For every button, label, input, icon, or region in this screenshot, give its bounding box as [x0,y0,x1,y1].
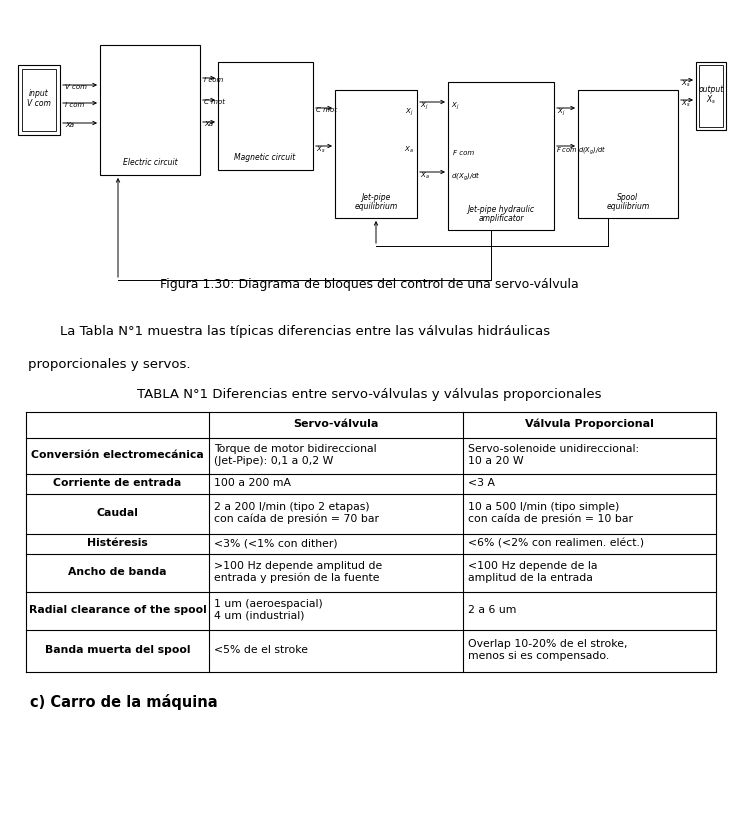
Text: equilibrium: equilibrium [607,202,649,211]
Text: X$_a$: X$_a$ [420,171,430,181]
Bar [218,62,313,170]
Text: Spool: Spool [618,193,638,202]
Text: Xa: Xa [204,121,213,127]
Text: Electric circuit: Electric circuit [123,158,177,167]
Text: c) Carro de la máquina: c) Carro de la máquina [30,694,218,710]
Text: Torque de motor bidireccional
(Jet-Pipe): 0,1 a 0,2 W: Torque de motor bidireccional (Jet-Pipe)… [214,444,376,466]
Text: TABLA N°1 Diferencias entre servo-válvulas y válvulas proporcionales: TABLA N°1 Diferencias entre servo-válvul… [137,388,601,401]
Text: Servo-válvula: Servo-válvula [293,419,379,429]
Text: <3 A: <3 A [468,478,494,488]
Text: X$_j$: X$_j$ [557,107,565,118]
Text: X$_s$: X$_s$ [681,79,691,89]
Text: Servo-solenoide unidireccional:
10 a 20 W: Servo-solenoide unidireccional: 10 a 20 … [468,444,639,466]
Text: X$_j$: X$_j$ [405,107,414,118]
Text: 100 a 200 mA: 100 a 200 mA [214,478,291,488]
Bar [18,65,60,135]
Text: <6% (<2% con realimen. eléct.): <6% (<2% con realimen. eléct.) [468,538,644,548]
Text: Histéresis: Histéresis [87,538,148,548]
Text: 2 a 200 l/min (tipo 2 etapas)
con caída de presión = 70 bar: 2 a 200 l/min (tipo 2 etapas) con caída … [214,502,379,524]
Bar [22,69,56,131]
Text: Figura 1.30: Diagrama de bloques del control de una servo-válvula: Figura 1.30: Diagrama de bloques del con… [159,278,579,291]
Text: La Tabla N°1 muestra las típicas diferencias entre las válvulas hidráulicas: La Tabla N°1 muestra las típicas diferen… [60,325,550,338]
Text: Overlap 10-20% de el stroke,
menos si es compensado.: Overlap 10-20% de el stroke, menos si es… [468,639,627,661]
Text: C mot: C mot [316,107,337,113]
Text: >100 Hz depende amplitud de
entrada y presión de la fuente: >100 Hz depende amplitud de entrada y pr… [214,561,382,584]
Text: <3% (<1% con dither): <3% (<1% con dither) [214,538,337,548]
Text: F com d(X$_g$)/dt: F com d(X$_g$)/dt [556,145,607,157]
Text: d(X$_g$)/dt: d(X$_g$)/dt [451,171,481,183]
Bar [696,62,726,130]
Text: X$_s$: X$_s$ [316,145,325,155]
Text: I com: I com [65,102,84,108]
Bar [100,45,200,175]
Text: X$_j$: X$_j$ [420,101,429,112]
Text: Jet-pipe hydraulic: Jet-pipe hydraulic [467,205,534,214]
Text: X$_j$: X$_j$ [451,101,460,112]
Text: X$_a$: X$_a$ [404,145,414,155]
Text: F com: F com [453,150,475,156]
Text: Xa: Xa [65,122,74,128]
Text: Radial clearance of the spool: Radial clearance of the spool [29,605,207,615]
Text: Corriente de entrada: Corriente de entrada [53,478,182,488]
Bar [335,90,417,218]
Text: proporcionales y servos.: proporcionales y servos. [28,358,190,371]
Text: output: output [698,86,724,95]
Text: Conversión electromecánica: Conversión electromecánica [31,450,204,460]
Text: Válvula Proporcional: Válvula Proporcional [525,419,654,430]
Text: C mot: C mot [204,99,225,105]
Text: V com: V com [65,84,87,90]
Text: <100 Hz depende de la
amplitud de la entrada: <100 Hz depende de la amplitud de la ent… [468,561,597,583]
Text: Jet-pipe: Jet-pipe [362,193,390,202]
Text: input: input [29,90,49,99]
Text: 10 a 500 l/min (tipo simple)
con caída de presión = 10 bar: 10 a 500 l/min (tipo simple) con caída d… [468,502,632,524]
Text: amplificator: amplificator [478,214,524,223]
Text: X$_s$: X$_s$ [681,99,691,109]
Text: V com: V com [27,99,51,108]
Text: Caudal: Caudal [97,508,138,518]
Text: equilibrium: equilibrium [354,202,398,211]
Text: Banda muerta del spool: Banda muerta del spool [45,645,190,655]
Text: Magnetic circuit: Magnetic circuit [235,153,296,162]
Text: I com: I com [204,77,224,83]
Text: Ancho de banda: Ancho de banda [68,567,167,577]
Text: 1 um (aeroespacial)
4 um (industrial): 1 um (aeroespacial) 4 um (industrial) [214,599,323,621]
Bar [699,65,723,127]
Text: <5% de el stroke: <5% de el stroke [214,645,308,655]
Text: X$_s$: X$_s$ [706,94,716,106]
Text: 2 a 6 um: 2 a 6 um [468,605,516,615]
Bar [448,82,554,230]
Bar [578,90,678,218]
